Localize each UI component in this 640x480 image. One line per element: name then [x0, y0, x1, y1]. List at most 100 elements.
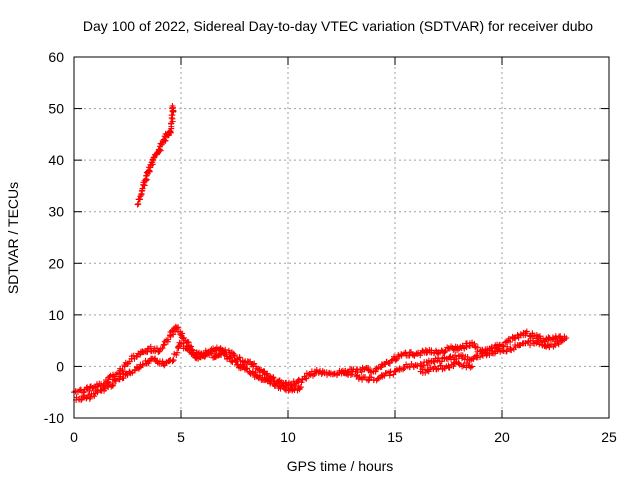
point-track-d: [390, 371, 397, 378]
point-track-b: [232, 358, 239, 365]
point-track-a: [303, 375, 310, 382]
point-track-d: [386, 372, 393, 379]
x-tick-label: 5: [177, 429, 185, 445]
point-track-e: [467, 364, 474, 371]
x-tick-label: 15: [387, 429, 403, 445]
point-track-b: [207, 349, 214, 356]
point-track-a: [236, 354, 243, 361]
point-track-e: [445, 364, 452, 371]
point-track-d: [365, 377, 372, 384]
point-track-d: [452, 352, 459, 359]
y-tick-label: 0: [56, 358, 64, 374]
point-track-a: [147, 343, 154, 350]
point-track-d: [522, 340, 529, 347]
point-track-a: [159, 345, 166, 352]
point-track-d: [401, 365, 408, 372]
point-track-a: [160, 342, 167, 349]
y-tick-label: 10: [48, 307, 64, 323]
y-tick-label: -10: [44, 410, 64, 426]
chart-title: Day 100 of 2022, Sidereal Day-to-day VTE…: [83, 18, 593, 34]
point-track-d: [504, 343, 511, 350]
point-track-b: [91, 393, 98, 400]
point-high-arc: [136, 196, 143, 203]
point-track-b: [87, 394, 94, 401]
point-track-d: [458, 355, 465, 362]
point-high-arc: [139, 185, 146, 192]
point-track-a: [130, 352, 137, 359]
point-track-a: [121, 363, 128, 370]
point-track-c: [472, 343, 479, 350]
point-track-a: [173, 324, 180, 331]
point-track-b: [201, 353, 208, 360]
point-track-d: [435, 354, 442, 361]
point-track-d: [477, 354, 484, 361]
point-track-d: [533, 340, 540, 347]
y-tick-label: 50: [48, 101, 64, 117]
x-tick-label: 20: [494, 429, 510, 445]
point-track-d: [447, 353, 454, 360]
point-high-arc: [157, 147, 164, 154]
point-track-b: [136, 364, 143, 371]
point-track-c: [523, 328, 530, 335]
point-track-a: [153, 345, 160, 352]
point-track-b: [244, 365, 251, 372]
point-track-e: [446, 364, 453, 371]
x-tick-label: 25: [601, 429, 617, 445]
point-track-b: [281, 386, 288, 393]
ticks: 0 5 10 15 20 25 -10 0 10 20 30 40 50 60: [44, 49, 617, 445]
point-track-b: [102, 385, 109, 392]
y-axis-label: SDTVAR / TECUs: [5, 182, 21, 294]
point-track-b: [256, 372, 263, 379]
point-track-b: [277, 385, 284, 392]
point-track-e: [469, 363, 476, 370]
x-tick-label: 10: [280, 429, 296, 445]
data-points: [71, 102, 570, 403]
point-track-b: [297, 384, 304, 391]
point-track-a: [302, 375, 309, 382]
point-track-e: [437, 362, 444, 369]
point-track-c: [563, 335, 570, 342]
point-track-b: [78, 396, 85, 403]
point-track-a: [180, 334, 187, 341]
point-track-b: [174, 343, 181, 350]
point-track-c: [344, 369, 351, 376]
point-track-c: [358, 368, 365, 375]
point-track-b: [110, 381, 117, 388]
point-track-a: [164, 336, 171, 343]
point-track-b: [139, 361, 146, 368]
point-track-d: [508, 347, 515, 354]
point-track-a: [222, 346, 229, 353]
y-tick-label: 30: [48, 204, 64, 220]
point-track-c: [441, 349, 448, 356]
point-track-a: [188, 343, 195, 350]
y-tick-label: 20: [48, 255, 64, 271]
y-tick-label: 40: [48, 152, 64, 168]
point-track-c: [512, 335, 519, 342]
y-tick-label: 60: [48, 49, 64, 65]
point-track-b: [169, 358, 176, 365]
point-track-d: [431, 359, 438, 366]
point-track-b: [252, 369, 259, 376]
x-axis-label: GPS time / hours: [287, 458, 394, 474]
point-track-d: [400, 366, 407, 373]
point-high-arc: [134, 201, 141, 208]
grid: [74, 57, 609, 418]
point-track-c: [471, 340, 478, 347]
point-track-d: [558, 337, 565, 344]
point-track-a: [347, 371, 354, 378]
point-track-c: [507, 338, 514, 345]
point-high-arc: [169, 102, 176, 109]
point-high-arc: [138, 188, 145, 195]
point-track-b: [116, 376, 123, 383]
point-track-b: [174, 349, 181, 356]
point-track-b: [296, 385, 303, 392]
point-track-c: [505, 335, 512, 342]
x-tick-label: 0: [70, 429, 78, 445]
point-track-b: [170, 356, 177, 363]
point-track-a: [119, 367, 126, 374]
plot-frame: [73, 56, 610, 419]
point-high-arc: [168, 112, 175, 119]
point-track-a: [134, 353, 141, 360]
point-track-b: [159, 358, 166, 365]
